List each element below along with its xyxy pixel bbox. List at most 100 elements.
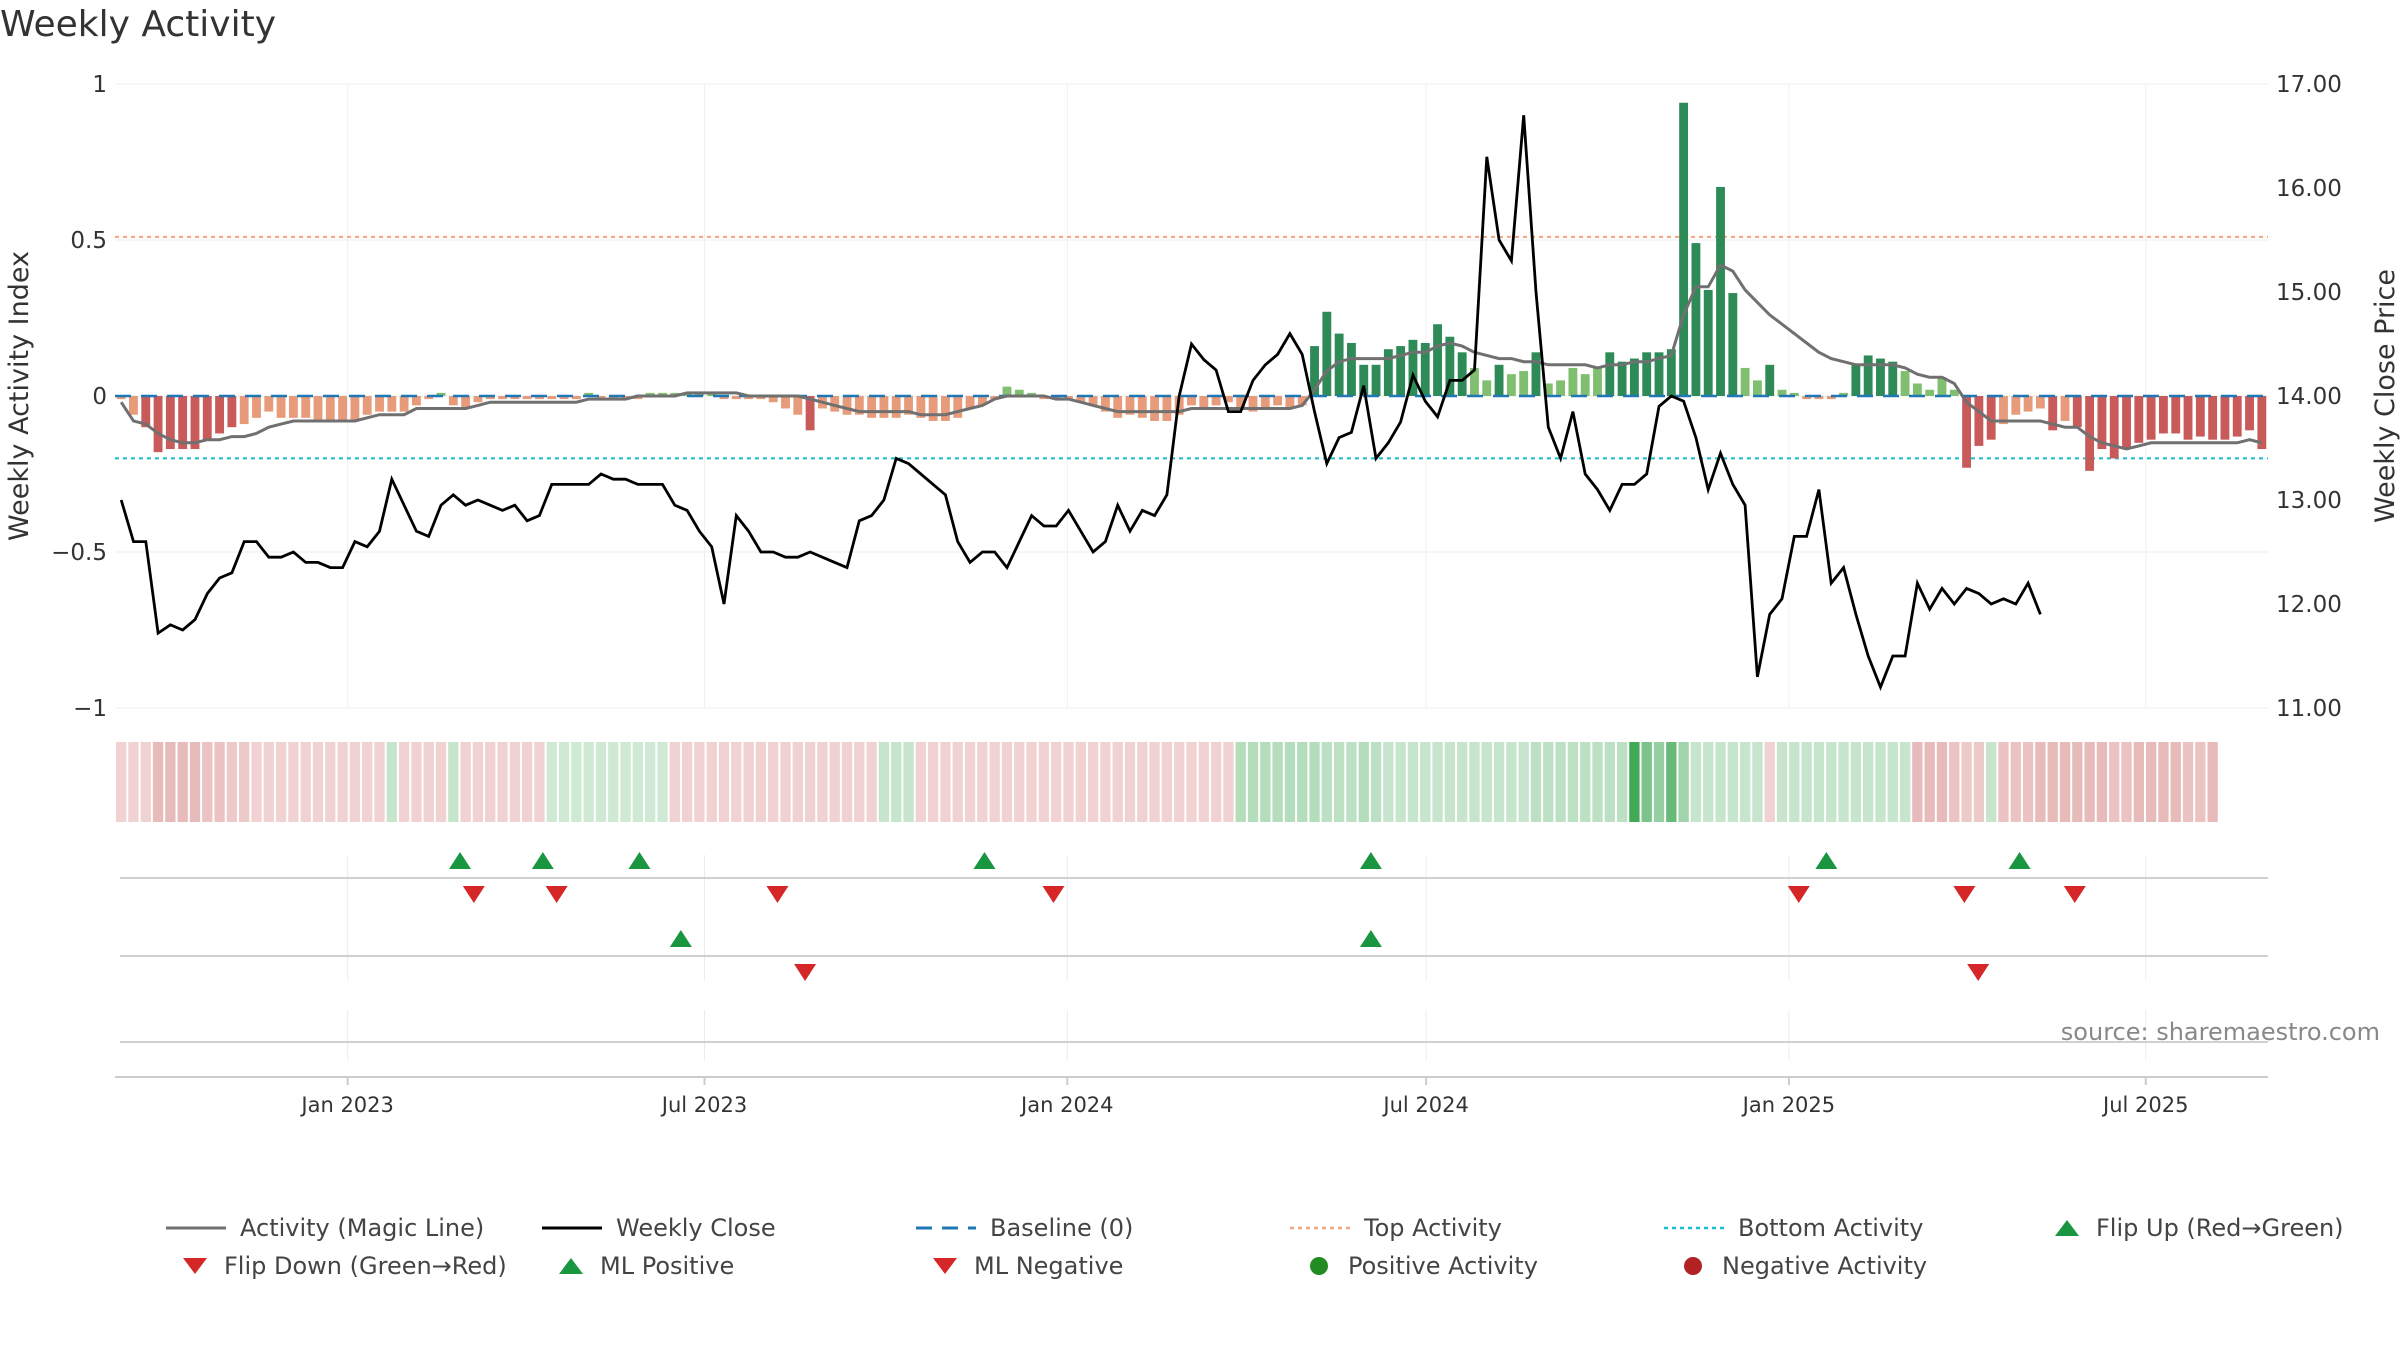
ml-negative-marker [1967,964,1990,981]
left-y-tick-label: 0.5 [70,228,107,254]
activity-bar [2183,396,2193,440]
right-y-tick-label: 16.00 [2276,176,2342,202]
legend-item-top-activity: Top Activity [1290,1214,1502,1242]
strip-cell [152,742,164,822]
strip-cell [608,742,619,822]
strip-cell [1653,742,1665,822]
strip-cell [1986,742,1997,822]
activity-bar [1740,367,1750,396]
strip-cell [1149,742,1160,822]
strip-cell [1087,742,1099,822]
strip-cell [1506,742,1517,822]
strip-cell [768,742,779,822]
strip-cell [1469,742,1480,822]
activity-bar [2023,396,2033,412]
strip-cell [1518,742,1529,822]
strip-cell [337,742,348,822]
legend-item-negative-activity: Negative Activity [1678,1252,1927,1280]
strip-cell [460,742,471,822]
activity-bar [990,396,1000,400]
activity-bar [1580,374,1590,396]
strip-cell [214,742,225,822]
activity-bar [2011,396,2021,415]
activity-bar [584,392,594,396]
strip-cell [743,742,754,822]
right-y-tick-label: 11.00 [2276,696,2342,722]
activity-bar [1347,342,1356,396]
strip-cell [731,742,742,822]
strip-cell [1739,742,1751,822]
activity-bar [2085,396,2095,471]
chart-title: Weekly Activity [0,4,277,45]
strip-cell [534,742,545,822]
strip-cell [472,742,484,822]
activity-bar [842,396,852,415]
strip-cell [792,742,803,822]
strip-cell [1838,742,1849,822]
activity-bar [202,396,212,440]
source-credit: source: sharemaestro.com [2061,1018,2380,1046]
legend-label-baseline: Baseline (0) [990,1214,1134,1242]
activity-bar [1703,289,1713,396]
strip-cell [497,742,508,822]
activity-bar [867,396,877,418]
strip-cell [1555,742,1566,822]
activity-bar [129,396,138,415]
strip-cell [177,742,188,822]
activity-bar [1322,311,1332,396]
activity-bar [387,396,397,412]
strip-cell [595,742,607,822]
activity-bar [670,392,680,396]
legend-label-weekly-close: Weekly Close [616,1214,776,1242]
negative-dot-icon [1684,1257,1702,1275]
activity-bar [744,396,754,400]
flip-up-marker [1359,852,1382,869]
strip-cell [915,742,927,822]
strip-cell [1826,742,1837,822]
flip-down-marker [462,886,485,903]
strip-cell [2170,742,2181,822]
strip-cell [165,742,176,822]
strip-cell [1026,742,1037,822]
strip-cell [706,742,717,822]
strip-cell [1727,742,1738,822]
activity-bar [571,396,581,400]
left-y-axis-label: Weekly Activity Index [4,251,35,541]
activity-bar [399,396,409,412]
activity-bar [301,396,311,418]
activity-bar [2035,396,2045,409]
activity-bar [1605,352,1615,396]
activity-bar [1642,352,1652,396]
activity-bar [1211,396,1221,406]
legend-label-bottom-activity: Bottom Activity [1738,1214,1924,1242]
strip-cell [927,742,939,822]
strip-cell [1444,742,1456,822]
activity-bar [1826,396,1836,400]
activity-bar [436,392,446,396]
activity-bar [805,396,815,431]
activity-bar [1445,336,1455,396]
strip-cell [891,742,902,822]
activity-bar [1125,396,1135,415]
strip-cell [2010,742,2021,822]
activity-bar [227,396,237,428]
strip-cell [435,742,447,822]
activity-bar [473,396,483,403]
activity-bar [510,396,520,400]
legend-item-flip-down: Flip Down (Green→Red) [180,1252,507,1280]
strip-cell [1186,742,1197,822]
legend-item-flip-up: Flip Up (Red→Green) [2052,1214,2344,1242]
activity-bar [116,396,126,400]
x-tick-label: Jul 2023 [660,1093,747,1117]
strip-cell [1235,742,1246,822]
strip-cell [386,742,397,822]
strip-cell [645,742,656,822]
activity-bar [768,396,778,403]
activity-bar [2158,396,2168,434]
strip-cell [2059,742,2071,822]
activity-bar [719,396,729,400]
strip-cell [1481,742,1492,822]
activity-bar [1433,324,1442,396]
activity-bar [1199,396,1209,409]
strip-cell [1776,742,1788,822]
